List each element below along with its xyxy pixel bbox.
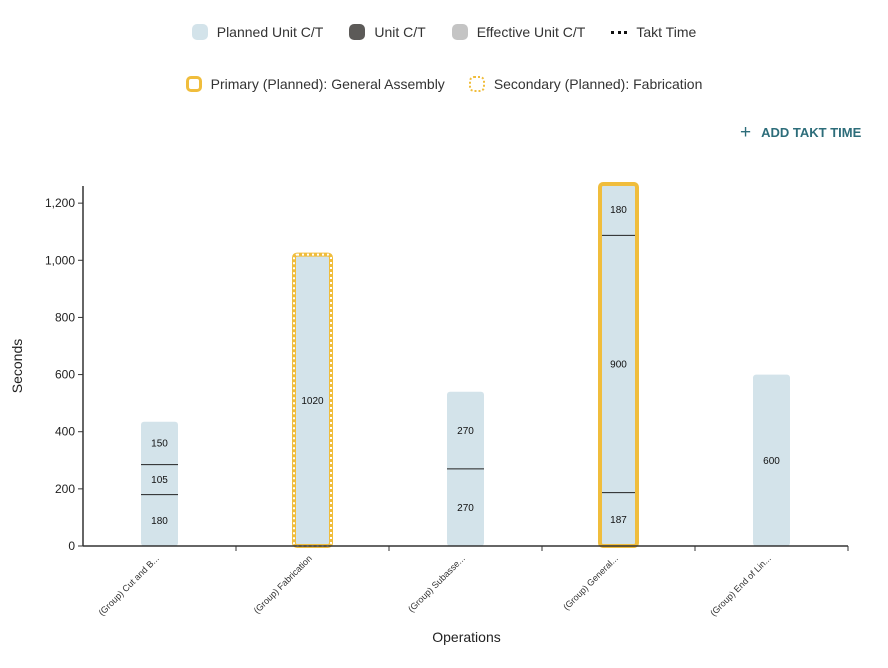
segment-value-label: 105 bbox=[151, 475, 168, 486]
segment-value-label: 270 bbox=[457, 503, 474, 514]
bar-2 bbox=[294, 254, 331, 547]
planned-swatch-icon bbox=[191, 24, 208, 40]
y-tick-label: 0 bbox=[68, 539, 75, 553]
y-tick-label: 1,000 bbox=[45, 253, 75, 267]
add-takt-time-button[interactable]: + ADD TAKT TIME bbox=[740, 121, 862, 143]
x-tick-label: (Group) General... bbox=[561, 553, 620, 612]
y-tick-label: 800 bbox=[55, 310, 75, 324]
segment-value-label: 600 bbox=[763, 456, 780, 467]
segment-value-label: 187 bbox=[610, 515, 627, 526]
legend-item-unit-ct[interactable]: Unit C/T bbox=[349, 24, 426, 40]
y-tick-label: 200 bbox=[55, 482, 75, 496]
legend-highlights: Primary (Planned): General Assembly Seco… bbox=[0, 76, 888, 92]
plus-icon: + bbox=[740, 121, 752, 143]
legend-label: Planned Unit C/T bbox=[216, 24, 324, 40]
segment-value-label: 180 bbox=[151, 516, 168, 527]
legend-item-primary[interactable]: Primary (Planned): General Assembly bbox=[185, 76, 445, 92]
legend-item-planned-unit-ct[interactable]: Planned Unit C/T bbox=[191, 24, 324, 40]
legend-item-effective-unit-ct[interactable]: Effective Unit C/T bbox=[451, 24, 586, 40]
add-takt-time-label: ADD TAKT TIME bbox=[761, 125, 862, 140]
y-tick-label: 600 bbox=[55, 368, 75, 382]
legend-label: Effective Unit C/T bbox=[476, 24, 586, 40]
x-tick-label: (Group) End of Lin... bbox=[708, 553, 773, 618]
bar-5 bbox=[753, 374, 790, 546]
legend-item-secondary[interactable]: Secondary (Planned): Fabrication bbox=[468, 76, 703, 92]
segment-value-label: 900 bbox=[610, 360, 627, 371]
x-tick-label: (Group) Subasse... bbox=[406, 553, 467, 614]
legend-item-takt-time[interactable]: Takt Time bbox=[611, 24, 696, 40]
legend-label: Takt Time bbox=[636, 24, 697, 40]
segment-value-label: 150 bbox=[151, 439, 168, 450]
effective-swatch-icon bbox=[451, 24, 468, 40]
takt-dotted-line-icon bbox=[611, 30, 628, 34]
x-tick-label: (Group) Cut and B... bbox=[97, 553, 161, 617]
secondary-dotted-outline-swatch-icon bbox=[468, 76, 485, 92]
legend-series: Planned Unit C/T Unit C/T Effective Unit… bbox=[0, 24, 888, 40]
x-axis-title: Operations bbox=[432, 629, 500, 645]
bar-1 bbox=[141, 421, 178, 546]
legend-label: Secondary (Planned): Fabrication bbox=[493, 76, 703, 92]
x-tick-label: (Group) Fabrication bbox=[252, 553, 314, 615]
segment-value-label: 180 bbox=[610, 205, 627, 216]
y-tick-label: 400 bbox=[55, 425, 75, 439]
unit-swatch-icon bbox=[349, 24, 366, 40]
y-tick-label: 1,200 bbox=[45, 196, 75, 210]
legend-label: Unit C/T bbox=[374, 24, 426, 40]
y-axis-title: Seconds bbox=[9, 339, 25, 393]
primary-outline-swatch-icon bbox=[185, 76, 202, 92]
bar-4 bbox=[600, 184, 637, 546]
segment-value-label: 270 bbox=[457, 426, 474, 437]
segment-value-label: 1020 bbox=[301, 396, 324, 407]
legend-label: Primary (Planned): General Assembly bbox=[210, 76, 445, 92]
